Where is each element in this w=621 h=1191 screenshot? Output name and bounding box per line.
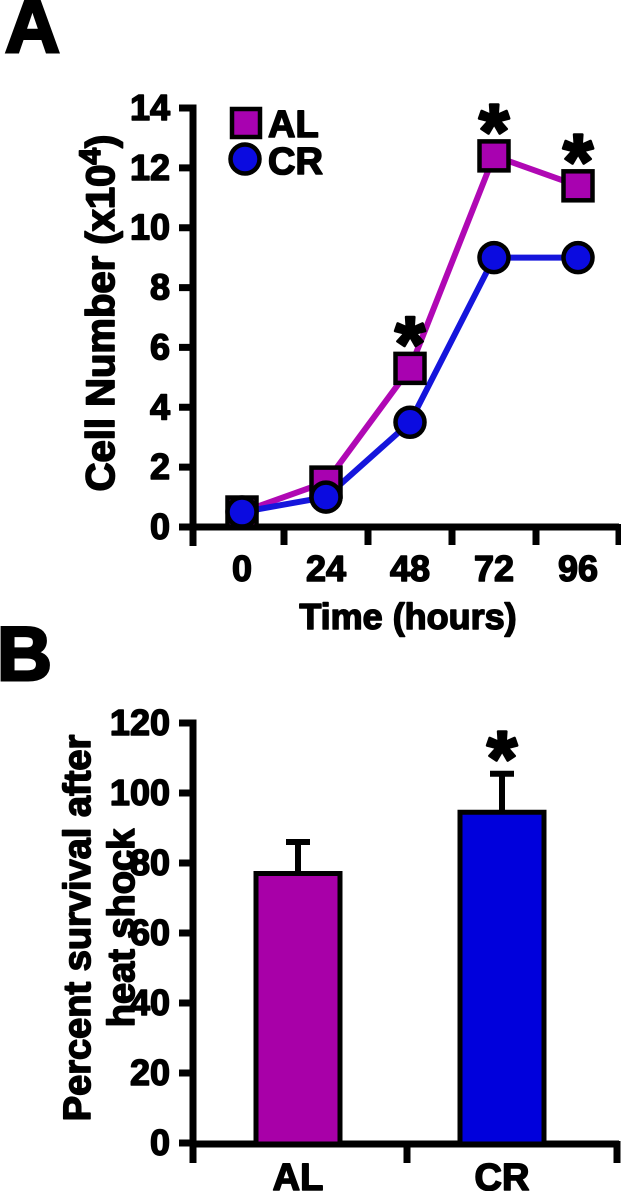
category-label-cr: CR [475, 1157, 530, 1191]
significance-asterisk: * [479, 87, 510, 175]
y-tick-label: 60 [130, 912, 170, 953]
y-tick-label: 80 [130, 842, 170, 883]
legend-swatch-cr [228, 142, 262, 176]
x-tick-label: 72 [474, 548, 514, 589]
y-axis-title-line-1: Percent survival after [57, 735, 99, 1122]
y-tick-label: 0 [150, 506, 170, 547]
y-tick-label: 100 [110, 772, 170, 813]
x-tick-label: 24 [306, 548, 346, 589]
panel-a-label: A [4, 0, 62, 69]
legend-swatch-al [229, 106, 263, 140]
cr-data-marker-circle [561, 240, 595, 275]
y-tick-label: 10 [130, 207, 170, 248]
cr-data-marker-circle [225, 495, 259, 529]
cr-data-marker-circle [309, 480, 343, 514]
cr-bar [457, 809, 547, 1147]
x-axis-title: Time (hours) [299, 596, 516, 637]
y-tick-label: 6 [150, 326, 170, 367]
y-tick-label: 2 [150, 446, 170, 487]
y-tick-label: 0 [150, 1122, 170, 1163]
panel-b-label: B [0, 612, 53, 697]
category-label-al: AL [273, 1157, 324, 1191]
x-tick-label: 48 [390, 548, 430, 589]
significance-asterisk: * [395, 299, 426, 387]
x-tick-label: 0 [232, 548, 252, 589]
legend-label-al: AL [268, 104, 319, 146]
al-data-marker-square [477, 139, 511, 173]
y-axis-title-line-2: heat shock [101, 828, 143, 1027]
significance-asterisk: * [563, 117, 594, 205]
al-data-marker-square [561, 169, 595, 203]
cr-data-marker-circle [393, 405, 427, 439]
al-bar [253, 871, 343, 1147]
y-tick-label: 12 [130, 147, 170, 188]
al-data-marker-square [393, 351, 427, 386]
significance-asterisk: * [487, 714, 518, 802]
cr-data-marker-circle [477, 240, 511, 275]
x-tick-label: 96 [558, 548, 598, 589]
y-tick-label: 20 [130, 1052, 170, 1093]
y-tick-label: 120 [110, 702, 170, 743]
legend-label-cr: CR [268, 141, 323, 183]
y-tick-label: 40 [130, 982, 170, 1023]
y-tick-label: 8 [150, 267, 170, 308]
y-axis-title: Cell Number (x104) [74, 135, 123, 492]
panel-b-survival-bar-chart: 0 20 40 60 80 100 120 * AL CR Percent survival aft… [56, 701, 621, 1191]
y-tick-label: 14 [130, 87, 170, 128]
y-tick-label: 4 [150, 386, 170, 427]
